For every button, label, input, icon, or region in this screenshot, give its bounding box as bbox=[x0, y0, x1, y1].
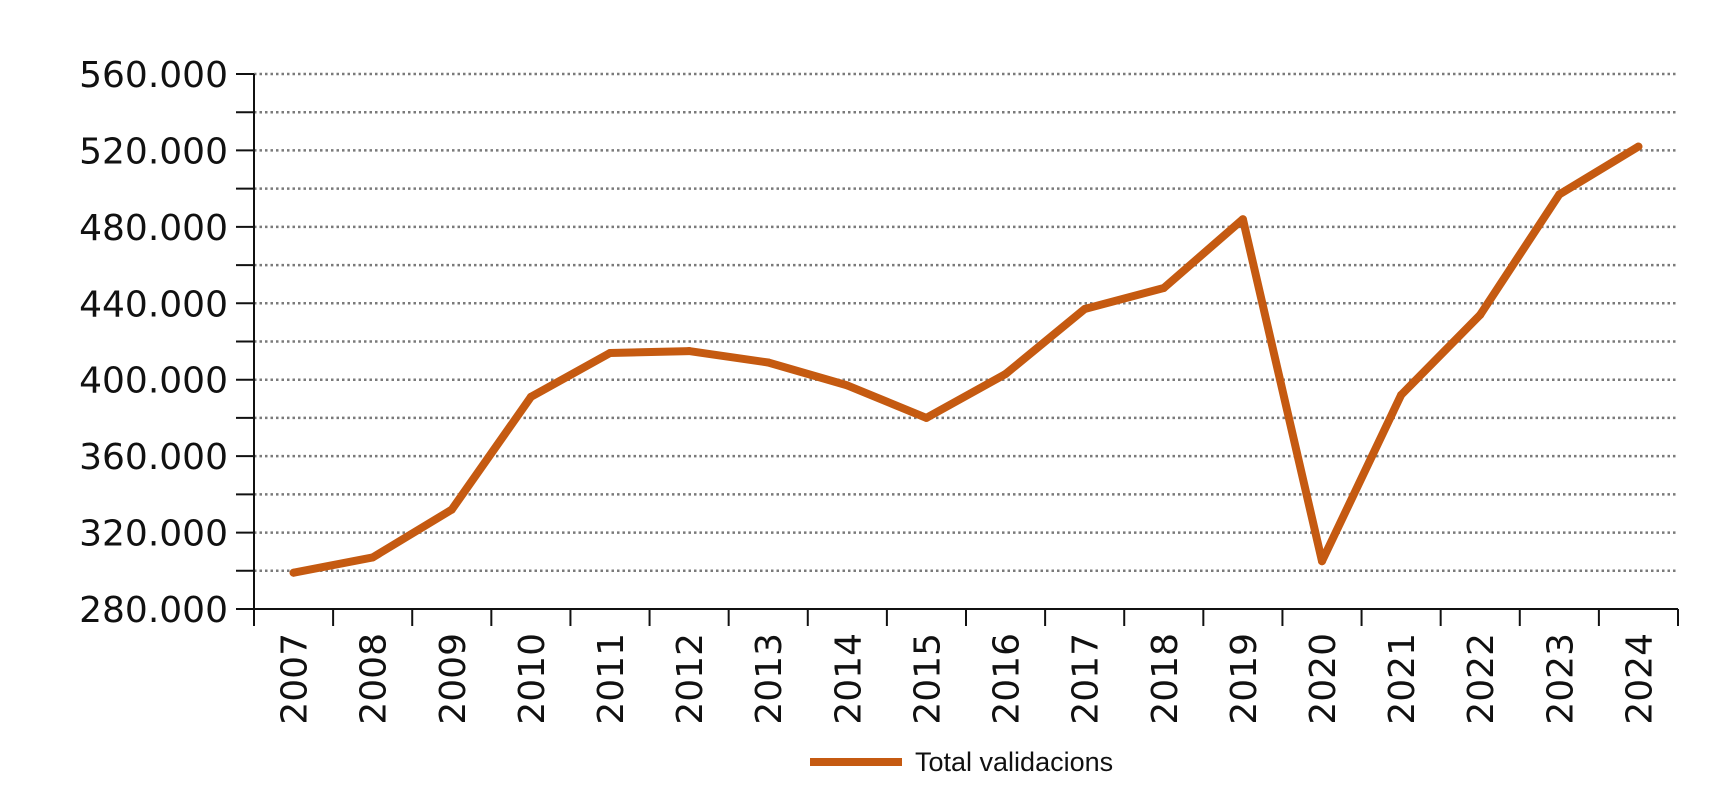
data-point bbox=[922, 413, 931, 422]
x-axis-tick-label: 2007 bbox=[275, 633, 316, 725]
data-point bbox=[606, 348, 614, 357]
data-point bbox=[1001, 369, 1010, 378]
x-axis-tick-label: 2012 bbox=[670, 633, 711, 725]
data-point bbox=[685, 347, 694, 356]
data-point bbox=[1080, 305, 1089, 314]
x-axis-tick-label: 2016 bbox=[987, 633, 1028, 725]
data-point bbox=[1397, 391, 1406, 399]
data-point bbox=[1634, 142, 1643, 151]
y-axis-tick-label: 280.000 bbox=[79, 590, 228, 631]
x-axis-tick-label: 2021 bbox=[1382, 633, 1423, 725]
x-axis-tick-label: 2023 bbox=[1540, 633, 1581, 725]
y-axis-tick-label: 440.000 bbox=[79, 284, 228, 325]
data-point bbox=[447, 505, 456, 514]
x-axis-tick-label: 2018 bbox=[1145, 633, 1186, 725]
y-axis-tick-label: 560.000 bbox=[79, 55, 228, 96]
y-axis-tick-labels: 280.000 320.000 360.000 400.000 440.000 480.0… bbox=[79, 55, 228, 631]
x-axis-tick-label: 2019 bbox=[1224, 633, 1265, 725]
data-point bbox=[289, 568, 298, 577]
data-point bbox=[1238, 215, 1247, 224]
legend: Total validacions bbox=[810, 747, 1113, 777]
series-lines bbox=[289, 142, 1643, 577]
x-axis-tick-label: 2022 bbox=[1461, 633, 1502, 725]
x-axis-tick-label: 2010 bbox=[512, 633, 553, 725]
data-point bbox=[764, 358, 773, 367]
x-axis-tick-label: 2017 bbox=[1066, 633, 1107, 725]
data-point bbox=[1318, 557, 1326, 566]
data-point bbox=[368, 553, 377, 562]
legend-label-total-validacions: Total validacions bbox=[915, 747, 1113, 777]
axes bbox=[236, 73, 1679, 626]
y-axis-tick-label: 480.000 bbox=[79, 208, 228, 249]
gridlines bbox=[254, 72, 1678, 573]
x-axis-tick-label: 2014 bbox=[828, 633, 869, 725]
x-axis-tick-label: 2024 bbox=[1619, 633, 1660, 725]
data-point bbox=[1159, 284, 1168, 292]
data-point bbox=[1555, 190, 1564, 199]
x-axis-tick-label: 2009 bbox=[433, 633, 474, 725]
y-axis-tick-label: 320.000 bbox=[79, 514, 228, 555]
x-axis-tick-label: 2013 bbox=[749, 633, 790, 725]
data-point bbox=[843, 381, 852, 390]
data-point bbox=[526, 392, 535, 401]
x-axis-tick-label: 2020 bbox=[1303, 633, 1344, 725]
y-axis-tick-label: 360.000 bbox=[79, 437, 228, 478]
data-point bbox=[1476, 310, 1485, 319]
x-axis-tick-label: 2011 bbox=[591, 633, 632, 725]
x-axis-tick-label: 2008 bbox=[354, 633, 395, 725]
x-axis-tick-labels: 2007 2008 2009 2010 2011 2012 2013 2014 2015 2016… bbox=[275, 633, 1661, 725]
y-axis-tick-label: 400.000 bbox=[79, 361, 228, 402]
y-axis-tick-label: 520.000 bbox=[79, 131, 228, 172]
series-line-total-validacions bbox=[289, 142, 1643, 577]
x-axis-tick-label: 2015 bbox=[907, 633, 948, 725]
